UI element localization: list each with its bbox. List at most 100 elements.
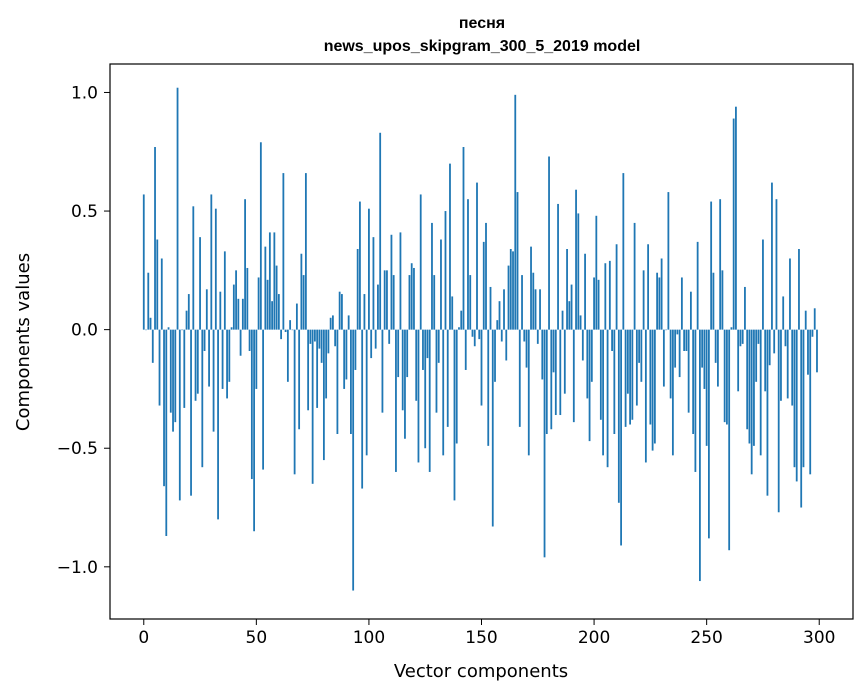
bar-178 [543,329,546,558]
bar-254 [714,329,717,363]
bar-257 [721,270,724,330]
bar-90 [345,329,348,380]
bar-198 [588,329,591,442]
bar-69 [298,329,301,430]
bar-294 [804,310,807,330]
bar-250 [705,329,708,446]
bar-277 [766,329,769,496]
bar-287 [789,258,791,330]
bar-295 [807,329,809,375]
bar-222 [642,270,645,330]
bar-201 [595,215,598,330]
bar-86 [336,329,339,434]
bar-47 [248,329,251,351]
bar-151 [482,241,485,330]
bar-157 [496,320,499,330]
bar-146 [471,329,474,337]
bar-87 [338,291,341,330]
bar-128 [431,222,433,330]
bar-95 [356,249,359,330]
bar-184 [557,203,559,330]
bar-29 [208,329,210,387]
bar-5 [154,147,156,330]
bar-210 [615,244,618,330]
bar-37 [226,329,228,399]
bar-119 [410,263,413,330]
y-axis: 1.0 0.5 0.0 −0.5 −1.0 [57,83,110,578]
bar-101 [370,329,373,359]
bar-134 [444,211,447,330]
bar-34 [219,291,222,330]
bar-298 [813,308,816,330]
bar-35 [221,329,224,389]
bar-283 [780,329,782,401]
bar-193 [577,213,580,330]
bar-221 [640,329,643,382]
bar-124 [422,329,424,370]
bar-252 [710,201,713,330]
bar-269 [748,329,751,444]
bar-127 [428,329,431,472]
bar-186 [561,310,564,330]
bar-137 [451,296,454,330]
bar-81 [325,329,328,399]
bar-276 [764,329,767,392]
bar-9 [163,329,165,487]
bar-247 [699,329,701,582]
bar-93 [352,329,355,591]
bar-190 [570,284,573,330]
bar-289 [793,329,796,468]
bar-54 [264,246,267,330]
bar-274 [759,329,762,456]
bar-82 [327,329,330,354]
bar-258 [723,329,726,423]
bar-44 [241,298,244,330]
bar-161 [505,329,508,361]
bar-209 [613,329,616,434]
bar-8 [160,258,163,330]
bar-80 [322,329,325,461]
bar-11 [167,327,170,330]
bar-297 [811,329,814,337]
bar-40 [232,284,235,330]
y-axis-label: Components values [13,253,34,431]
bar-233 [667,192,670,330]
bar-241 [685,329,688,351]
bar-24 [196,329,199,394]
bar-238 [678,329,681,378]
bar-65 [289,320,292,330]
bar-138 [453,329,456,501]
bar-253 [712,272,715,330]
y-tick-label: 1.0 [71,83,98,103]
bar-108 [386,270,388,330]
bar-189 [568,301,571,330]
bar-211 [617,329,620,503]
bar-286 [786,329,789,399]
bar-79 [320,329,323,363]
bar-197 [586,329,589,399]
bar-167 [518,329,521,427]
bar-70 [300,253,303,330]
bar-237 [676,329,679,335]
bar-106 [381,329,384,413]
bar-61 [280,329,283,340]
bar-202 [597,279,600,330]
bar-63 [284,329,287,333]
bar-180 [548,156,550,330]
y-tick-label: 0.5 [71,202,98,222]
bar-33 [217,329,219,520]
bar-244 [692,329,695,434]
bar-234 [669,329,672,399]
bar-59 [275,265,278,330]
bar-271 [753,329,755,446]
bar-23 [194,329,197,401]
bars-group [142,87,818,591]
bar-13 [172,329,174,432]
bar-218 [633,222,636,330]
bar-125 [424,329,427,449]
bar-231 [662,329,665,387]
bar-100 [368,208,370,330]
bar-224 [647,244,650,330]
bar-176 [539,289,541,330]
